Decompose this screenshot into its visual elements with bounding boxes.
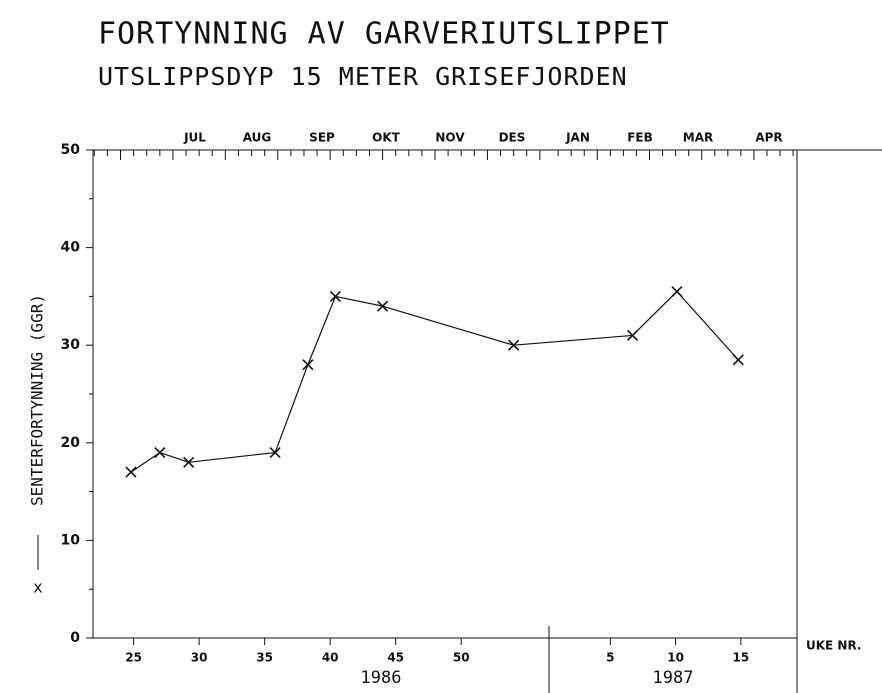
data-line (632, 290, 739, 361)
month-label: OKT (372, 131, 401, 145)
x-tick-label: 50 (453, 651, 470, 665)
month-label: JAN (565, 131, 590, 145)
x-axis-label: UKE NR. (806, 639, 861, 653)
data-point (329, 290, 341, 302)
year-label: 1986 (361, 668, 402, 688)
x-tick-label: 45 (387, 651, 404, 665)
data-point (626, 329, 639, 342)
data-line (130, 295, 514, 473)
month-label: DES (499, 131, 526, 145)
month-label: JUL (183, 131, 206, 145)
y-axis-label: SENTERFORTYNNING (GGR) (28, 294, 47, 506)
data-point (508, 339, 520, 351)
y-tick-label: 40 (61, 240, 81, 256)
x-tick-label: 30 (191, 651, 208, 665)
y-tick-label: 30 (61, 337, 81, 353)
data-point (154, 446, 166, 459)
data-point (377, 300, 389, 312)
legend-marker: x (33, 578, 43, 597)
x-tick-label: 25 (125, 651, 142, 665)
y-tick-label: 50 (61, 142, 81, 158)
data-point (671, 285, 683, 298)
y-tick-label: 20 (61, 435, 81, 451)
month-label: FEB (627, 131, 653, 145)
month-label: SEP (309, 131, 335, 145)
month-label: MAR (683, 131, 713, 145)
y-tick-label: 10 (61, 532, 81, 548)
month-label: AUG (243, 131, 272, 145)
x-tick-label: 10 (667, 651, 684, 665)
y-tick-label: 0 (70, 630, 80, 646)
data-point (269, 446, 281, 459)
x-tick-label: 15 (733, 651, 750, 665)
month-label: APR (755, 131, 782, 145)
data-line-link (513, 334, 633, 346)
month-label: NOV (435, 131, 465, 145)
data-point (183, 456, 195, 468)
x-tick-label: 35 (256, 651, 273, 665)
chart-subtitle: UTSLIPPSDYP 15 METER GRISEFJORDEN (98, 62, 628, 91)
chart-title: FORTYNNING AV GARVERIUTSLIPPET (98, 17, 670, 52)
x-tick-label: 5 (606, 651, 614, 665)
data-point (125, 466, 137, 478)
data-point (732, 354, 744, 366)
year-label: 1987 (653, 668, 694, 688)
x-tick-label: 40 (322, 651, 339, 665)
data-point (302, 359, 314, 371)
